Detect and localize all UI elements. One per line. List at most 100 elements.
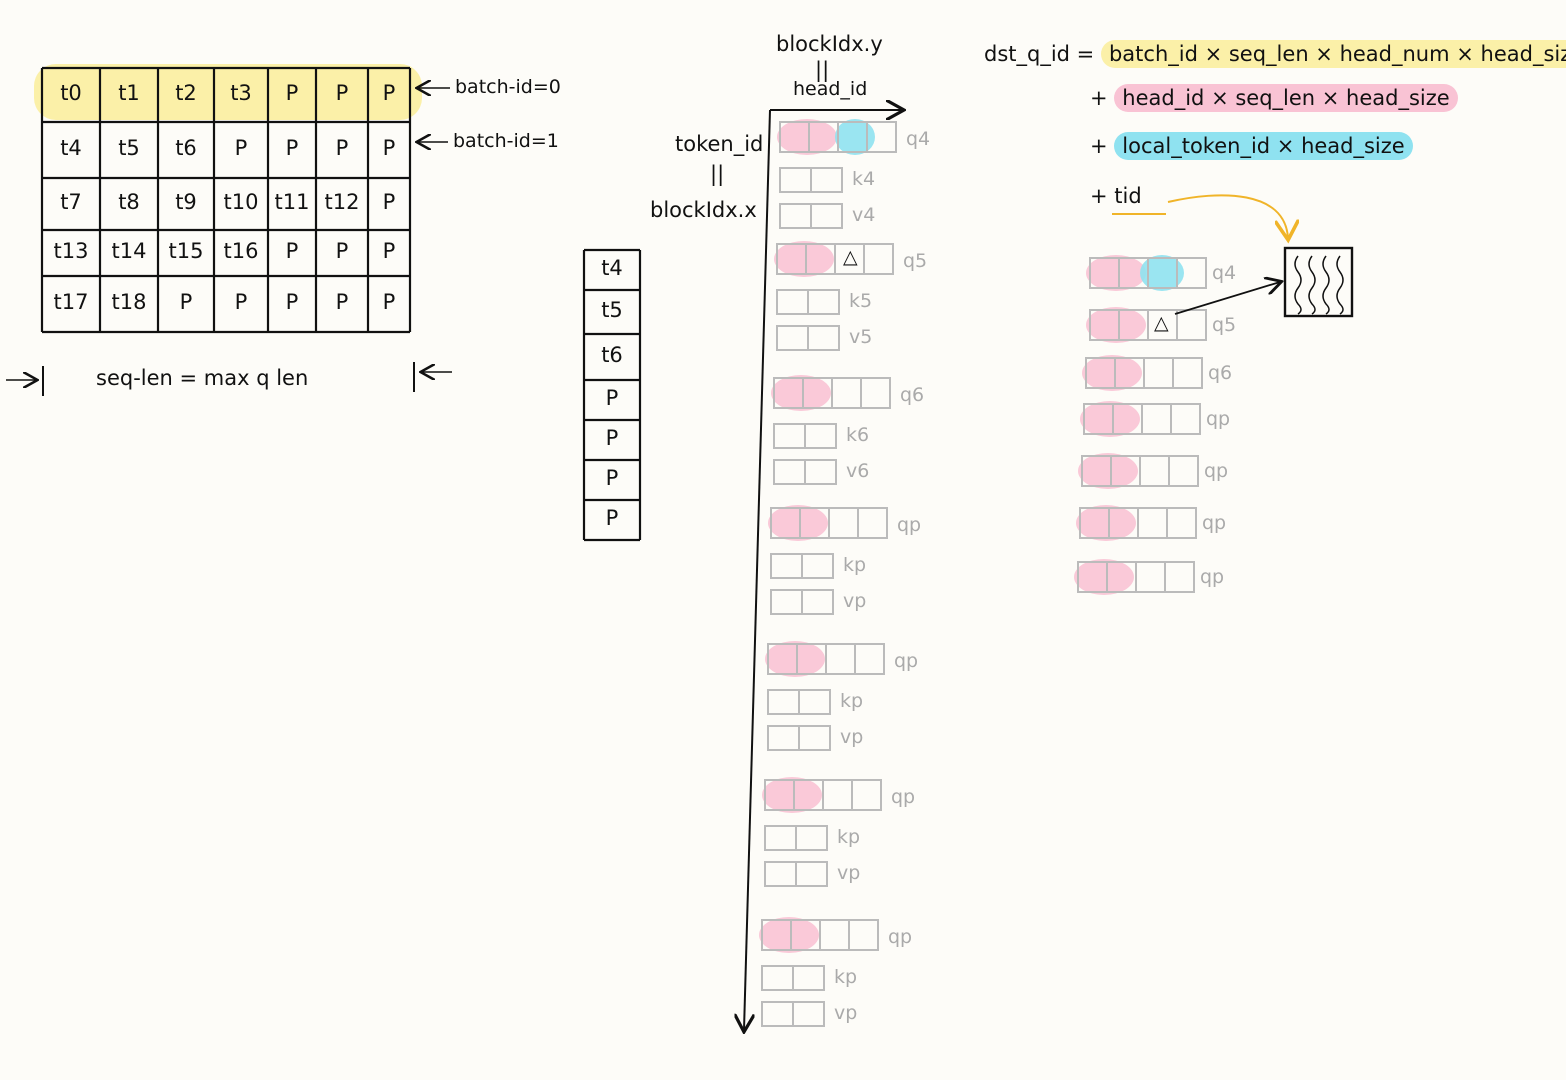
memory-cell (801, 589, 834, 615)
table-cell: P (382, 290, 396, 314)
memory-cell (828, 507, 859, 539)
axis-top-label: blockIdx.y (776, 32, 883, 56)
memory-cell (773, 423, 806, 449)
stack-cell: t5 (601, 298, 623, 322)
stack-cell: P (605, 386, 619, 410)
table-cell: t17 (53, 290, 89, 314)
memory-cell (810, 167, 843, 193)
q-highlight (1076, 505, 1136, 541)
batch-id-1-label: batch-id=1 (453, 130, 559, 152)
memory-cell (1168, 455, 1199, 487)
q-highlight (759, 917, 819, 953)
memory-cell (767, 725, 800, 751)
table-cell: t13 (53, 239, 89, 263)
formula-term-head: head_id × seq_len × head_size (1114, 84, 1458, 112)
q-label: q6 (900, 384, 925, 406)
q-highlight (771, 375, 831, 411)
q-label: qp (888, 926, 913, 948)
memory-cell (764, 861, 797, 887)
axis-left-eq: || (710, 162, 725, 186)
memory-cell (767, 689, 800, 715)
table-cell: P (382, 239, 396, 263)
memory-cell (795, 861, 828, 887)
q-label: q4 (906, 128, 931, 150)
formula-plus: + (1090, 86, 1108, 110)
token-table-grid (40, 66, 412, 334)
memory-cell (863, 243, 894, 275)
table-cell: t15 (168, 239, 204, 263)
table-cell: t5 (118, 136, 140, 160)
memory-cell (854, 643, 885, 675)
memory-cell (819, 919, 850, 951)
stack-cell: t4 (601, 256, 623, 280)
memory-cell (773, 459, 806, 485)
memory-block (1283, 246, 1354, 318)
memory-cell (1164, 561, 1195, 593)
stack-cell: P (605, 426, 619, 450)
memory-cell (776, 289, 809, 315)
column-stack-grid (582, 248, 642, 542)
memory-cell (801, 553, 834, 579)
memory-cell (857, 507, 888, 539)
memory-cell (1139, 455, 1170, 487)
v-label: vp (840, 726, 864, 748)
k-label: k4 (852, 168, 876, 190)
axis-top-sub: head_id (793, 78, 868, 100)
memory-cell (851, 779, 882, 811)
memory-cell (764, 825, 797, 851)
q-highlight (1086, 255, 1146, 291)
memory-cell (866, 121, 897, 153)
k-label: kp (843, 554, 867, 576)
seq-len-label: seq-len = max q len (96, 366, 309, 390)
table-cell: P (335, 239, 349, 263)
q-highlight (768, 505, 828, 541)
memory-cell (1135, 561, 1166, 593)
table-cell: P (234, 290, 248, 314)
table-cell: P (335, 81, 349, 105)
q-highlight (1086, 307, 1146, 343)
formula-line-4: + tid (1090, 184, 1142, 208)
stack-cell: P (605, 466, 619, 490)
q-label: qp (1204, 460, 1229, 482)
q-highlight (1080, 401, 1140, 437)
k-label: k5 (849, 290, 873, 312)
formula-lhs: dst_q_id = (984, 42, 1095, 66)
q-label: qp (891, 786, 916, 808)
table-cell: P (234, 136, 248, 160)
table-cell: t10 (223, 190, 259, 214)
table-cell: t9 (175, 190, 197, 214)
qkv-groups (759, 119, 897, 1027)
right-q-rows (1074, 255, 1207, 595)
q-highlight (762, 777, 822, 813)
formula-plus: + (1090, 134, 1108, 158)
axis-top-eq: || (815, 58, 830, 82)
memory-cell (822, 779, 853, 811)
memory-cell (792, 1001, 825, 1027)
k-label: kp (840, 690, 864, 712)
table-cell: t8 (118, 190, 140, 214)
stack-cell: P (605, 506, 619, 530)
memory-cell (831, 377, 862, 409)
v-label: v5 (849, 326, 873, 348)
table-cell: t11 (274, 190, 310, 214)
batch0-highlight (34, 64, 422, 120)
k-label: kp (834, 966, 858, 988)
table-cell: P (335, 136, 349, 160)
memory-cell (1166, 507, 1197, 539)
memory-cell (761, 1001, 794, 1027)
table-cell: t3 (230, 81, 252, 105)
table-cell: t2 (175, 81, 197, 105)
formula-plus: + (1090, 184, 1108, 208)
formula-line-1: dst_q_id = batch_id × seq_len × head_num… (984, 40, 1566, 68)
memory-cell (761, 965, 794, 991)
table-cell: t4 (60, 136, 82, 160)
v-label: vp (837, 862, 861, 884)
v-label: vp (843, 590, 867, 612)
table-cell: t1 (118, 81, 140, 105)
memory-cell (804, 459, 837, 485)
q-label: q6 (1208, 362, 1233, 384)
memory-cell (798, 689, 831, 715)
k-label: kp (837, 826, 861, 848)
memory-cell (807, 289, 840, 315)
tid-highlight (835, 119, 875, 155)
